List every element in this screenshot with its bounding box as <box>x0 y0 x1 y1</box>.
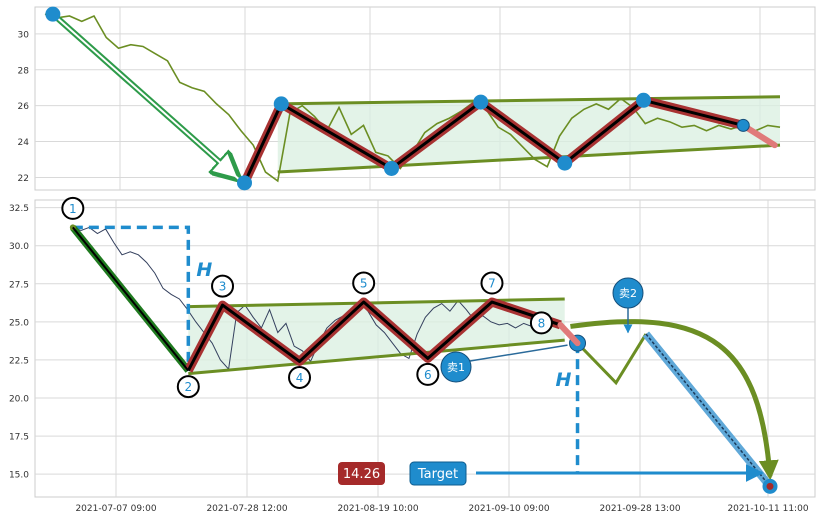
bottom-y-axis: 15.0 17.5 20.0 22.5 25.0 27.5 30.0 32.5 <box>9 204 29 481</box>
top-y-axis: 22 24 26 28 30 <box>18 30 30 184</box>
top-y-tick-label: 22 <box>18 174 29 184</box>
sell-markers: 卖1 卖2 <box>440 277 644 383</box>
bottom-y-tick-label: 27.5 <box>9 280 29 290</box>
projection-zigzag <box>576 333 648 386</box>
sell1-pointer <box>469 344 568 362</box>
top-wave-node <box>473 94 489 110</box>
target-value: 14.26 <box>343 467 380 482</box>
bottom-upper-trendline <box>188 297 565 309</box>
wave-label-circle <box>352 271 376 295</box>
wave-label-circle <box>480 271 504 295</box>
bottom-x-axis: 2021-07-07 09:00 2021-07-28 12:00 2021-08-… <box>75 504 808 514</box>
top-wave-node <box>273 96 289 112</box>
bottom-y-tick-label: 15.0 <box>9 471 29 481</box>
sell1-badge <box>440 351 472 383</box>
bottom-wave-inner <box>186 300 561 372</box>
target-label: Target <box>417 467 458 482</box>
bottom-lower-trendline <box>188 338 565 376</box>
top-wave-node <box>384 160 399 176</box>
sell2-label: 卖2 <box>619 287 637 300</box>
top-decline-arrow <box>50 11 240 180</box>
top-y-tick-label: 24 <box>18 138 30 148</box>
bottom-y-tick-label: 20.0 <box>9 395 29 405</box>
bottom-panel: 15.0 17.5 20.0 22.5 25.0 27.5 30.0 32.5 2021-07… <box>9 196 816 514</box>
top-wave-node <box>636 92 651 108</box>
wave-point-labels: 1 2 3 4 5 6 7 8 <box>61 196 553 399</box>
bottom-y-tick-label: 32.5 <box>9 204 29 214</box>
bottom-y-tick-label: 22.5 <box>9 356 29 366</box>
height-label-right: H <box>556 369 572 391</box>
bottom-y-tick-label: 17.5 <box>9 433 29 443</box>
bottom-x-tick-label: 2021-10-11 11:00 <box>727 504 808 514</box>
top-decline-arrow-core <box>52 13 240 180</box>
top-wave-node <box>736 118 750 132</box>
bottom-y-tick-label: 30.0 <box>9 242 29 252</box>
wave-label-number: 8 <box>538 316 546 330</box>
height-measure-left <box>72 225 191 371</box>
target-value-box <box>338 462 385 485</box>
height-measure: HH <box>72 225 580 473</box>
wave-label-circle <box>211 274 235 298</box>
bottom-x-tick-label: 2021-07-07 09:00 <box>75 504 156 514</box>
target-label-box <box>409 461 467 486</box>
wave-label-number: 2 <box>184 380 192 394</box>
top-wave-node <box>557 155 573 171</box>
top-y-tick-label: 26 <box>18 102 30 112</box>
wave-label-circle <box>176 375 200 399</box>
projection-drop-inner <box>645 333 771 487</box>
bottom-wave-tail <box>557 321 581 347</box>
top-upper-trendline <box>277 95 781 106</box>
bottom-x-tick-label: 2021-09-10 09:00 <box>468 504 549 514</box>
wave-label-circle <box>529 311 553 335</box>
top-y-tick-label: 30 <box>18 30 30 40</box>
sell1-label: 卖1 <box>447 361 465 374</box>
bottom-y-tick-label: 25.0 <box>9 318 29 328</box>
target-node-core <box>766 482 774 490</box>
wave-label-number: 1 <box>69 202 77 216</box>
wave-label-circle <box>416 362 440 386</box>
sell2-badge <box>612 277 644 309</box>
top-y-tick-label: 28 <box>18 66 30 76</box>
top-lower-trendline <box>277 143 781 174</box>
bottom-decline-core <box>72 226 190 372</box>
top-wave-nodes <box>45 6 750 191</box>
projection-arc <box>570 319 779 481</box>
bottom-x-tick-label: 2021-08-19 10:00 <box>337 504 418 514</box>
projection-path <box>569 319 779 494</box>
wave-label-circle <box>61 196 85 220</box>
target-annotation: 14.26 Target <box>338 461 764 486</box>
wave-label-number: 5 <box>360 277 368 291</box>
top-panel: 22 24 26 28 30 <box>18 6 816 191</box>
wave-label-circle <box>288 365 312 389</box>
wave-label-number: 4 <box>296 371 304 385</box>
wave-label-number: 7 <box>488 277 496 291</box>
top-wave-node <box>45 6 61 22</box>
bottom-x-tick-label: 2021-09-28 13:00 <box>599 504 680 514</box>
bottom-x-tick-label: 2021-07-28 12:00 <box>206 504 287 514</box>
height-label-left: H <box>196 259 212 281</box>
wave-label-number: 6 <box>424 368 432 382</box>
top-wave-node <box>237 175 252 191</box>
wave-label-number: 3 <box>219 280 227 294</box>
